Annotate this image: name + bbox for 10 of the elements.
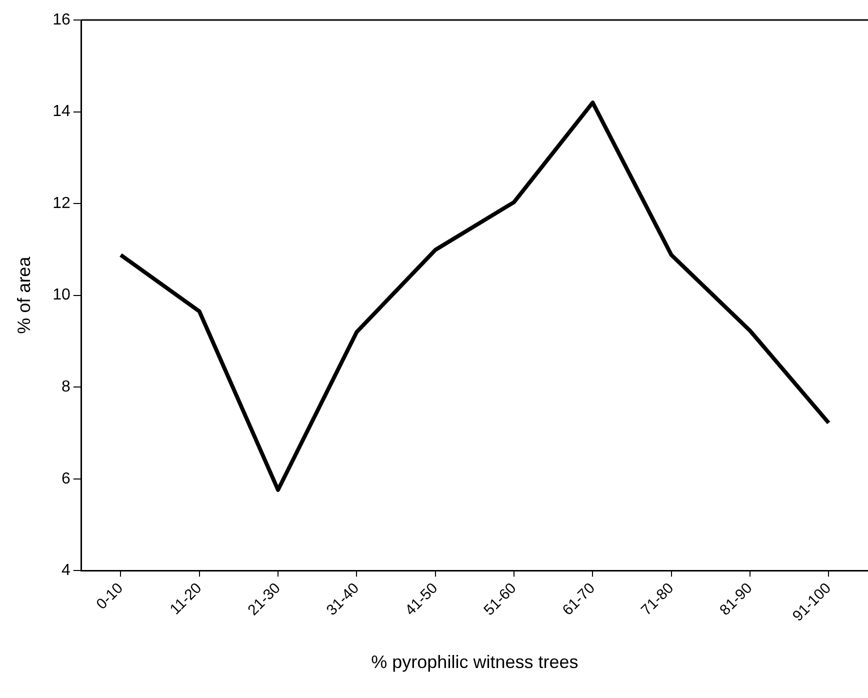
y-tick-label: 6 [61,470,70,488]
y-tick-label: 14 [52,103,70,120]
y-tick-label: 12 [52,194,70,212]
y-tick-label: 16 [52,11,70,28]
y-tick-label: 4 [61,562,70,580]
y-axis-title: % of area [14,256,34,334]
y-tick-label: 8 [61,378,70,396]
x-tick-label: 0-10 [93,580,126,613]
x-axis-title: % pyrophilic witness trees [371,652,578,672]
y-tick-label: 10 [52,286,70,304]
